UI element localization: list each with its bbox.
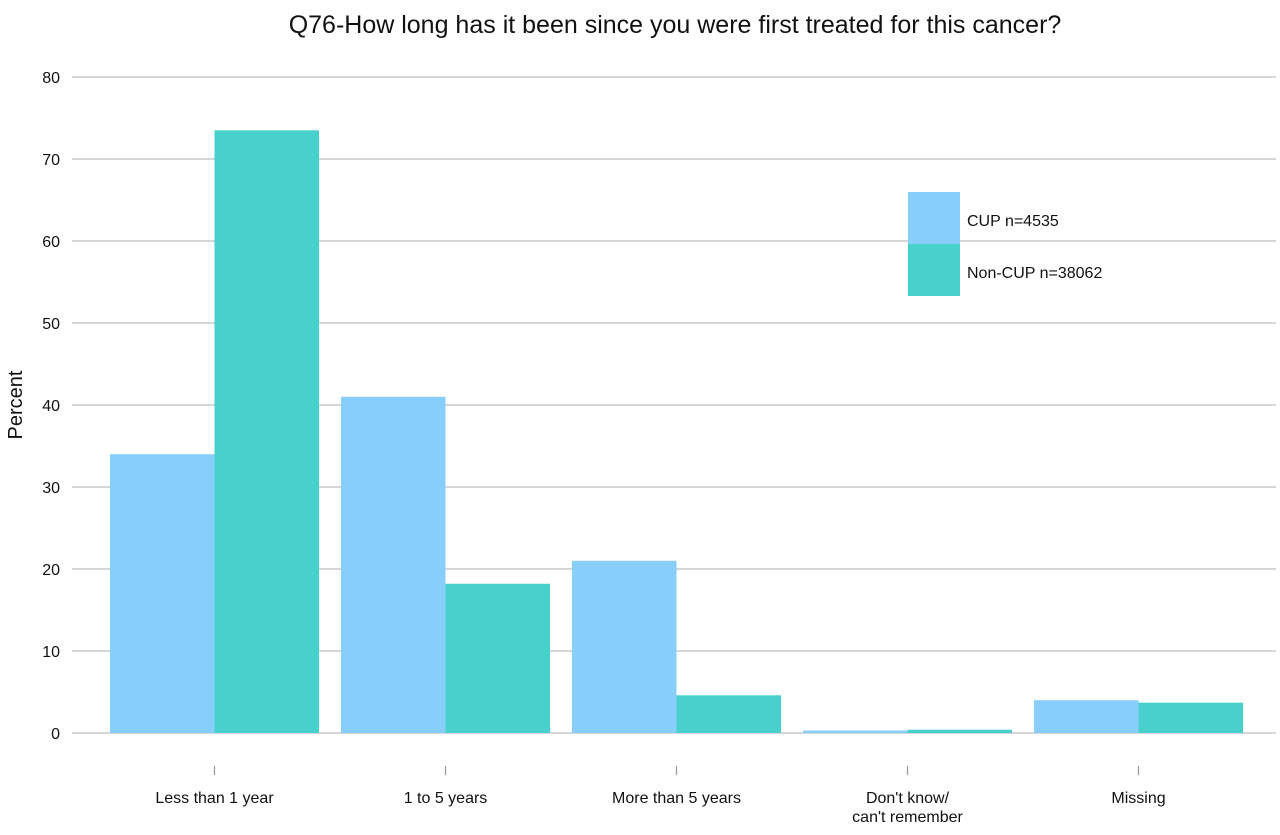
bar-cup-4 bbox=[1034, 700, 1139, 733]
x-tick-label: Don't know/can't remember bbox=[852, 790, 963, 826]
y-tick-label: 10 bbox=[42, 644, 60, 661]
legend-label: Non-CUP n=38062 bbox=[967, 265, 1102, 282]
bar-cup-1 bbox=[341, 396, 446, 733]
legend-label: CUP n=4535 bbox=[967, 213, 1059, 230]
bar-cup-3 bbox=[803, 730, 908, 733]
y-tick-label: 50 bbox=[42, 316, 60, 333]
x-tick-label-line: 1 to 5 years bbox=[404, 790, 488, 807]
bar-non-cup-4 bbox=[1138, 702, 1243, 733]
y-tick-label: 60 bbox=[42, 234, 60, 251]
x-tick-label: Missing bbox=[1111, 790, 1165, 807]
y-tick-label: 0 bbox=[51, 726, 60, 743]
x-tick-label-line: Missing bbox=[1111, 790, 1165, 807]
x-tick-label-line: More than 5 years bbox=[612, 790, 741, 807]
y-axis-label: Percent bbox=[5, 370, 27, 439]
y-tick-label: 30 bbox=[42, 480, 60, 497]
y-tick-label: 70 bbox=[42, 152, 60, 169]
bar-cup-0 bbox=[110, 454, 215, 733]
bars bbox=[110, 130, 1243, 734]
x-axis-ticks: Less than 1 year 1 to 5 years More than 5 … bbox=[155, 766, 1166, 826]
x-tick-label-line: can't remember bbox=[852, 809, 963, 826]
x-tick-label: Less than 1 year bbox=[155, 790, 274, 807]
y-tick-label: 20 bbox=[42, 562, 60, 579]
bar-non-cup-1 bbox=[445, 583, 550, 733]
bar-non-cup-2 bbox=[676, 695, 781, 733]
x-tick-label-line: Don't know/ bbox=[866, 790, 950, 807]
x-tick-label: 1 to 5 years bbox=[404, 790, 488, 807]
x-tick-label-line: Less than 1 year bbox=[155, 790, 274, 807]
legend-swatch bbox=[908, 192, 960, 244]
legend: CUP n=4535 Non-CUP n=38062 bbox=[908, 192, 1102, 296]
chart-title: Q76-How long has it been since you were … bbox=[289, 11, 1062, 39]
bar-non-cup-3 bbox=[907, 729, 1012, 733]
y-tick-label: 80 bbox=[42, 70, 60, 87]
x-tick-label: More than 5 years bbox=[612, 790, 741, 807]
bar-non-cup-0 bbox=[214, 130, 319, 734]
bar-cup-2 bbox=[572, 560, 677, 733]
legend-swatch bbox=[908, 244, 960, 296]
y-tick-label: 40 bbox=[42, 398, 60, 415]
y-axis-ticks: 0 10 20 30 40 50 60 70 80 bbox=[42, 70, 60, 743]
